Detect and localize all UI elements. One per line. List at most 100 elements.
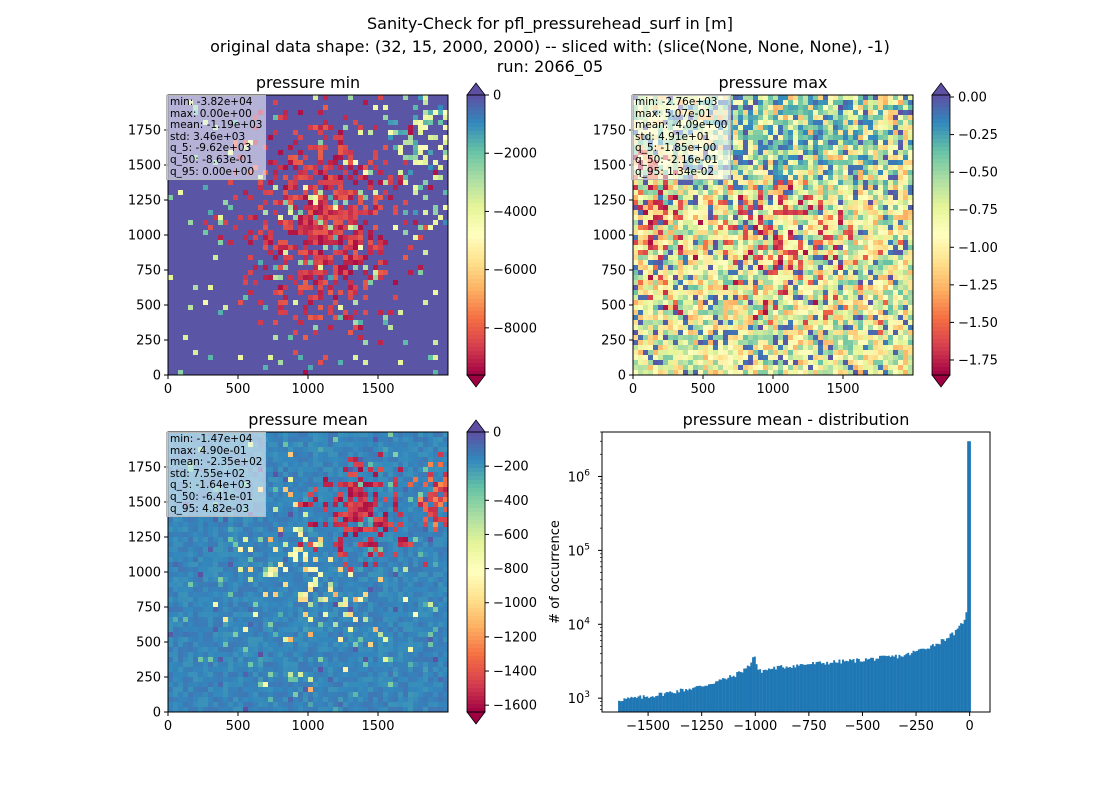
heatmap-cell <box>383 285 389 291</box>
heatmap-cell <box>753 110 759 116</box>
heatmap-cell <box>828 100 834 106</box>
heatmap-cell <box>333 305 339 311</box>
heatmap-cell <box>203 320 209 326</box>
heatmap-cell <box>403 240 409 246</box>
heatmap-cell <box>793 220 799 226</box>
heatmap-cell <box>258 185 264 191</box>
heatmap-cell <box>373 170 379 176</box>
heatmap-cell <box>863 165 869 171</box>
heatmap-cell <box>193 255 199 261</box>
heatmap-cell <box>853 105 859 111</box>
heatmap-cell <box>633 180 639 186</box>
heatmap-cell <box>353 355 359 361</box>
heatmap-cell <box>738 165 744 171</box>
heatmap-cell <box>203 345 209 351</box>
heatmap-cell <box>353 240 359 246</box>
heatmap-cell <box>443 340 449 346</box>
heatmap-cell <box>233 290 239 296</box>
heatmap-cell <box>748 235 754 241</box>
heatmap-cell <box>438 240 444 246</box>
heatmap-cell <box>808 220 814 226</box>
colorbar-tick-label: −6000 <box>493 263 537 278</box>
heatmap-cell <box>678 250 684 256</box>
heatmap-cell <box>358 140 364 146</box>
heatmap-cell <box>383 200 389 206</box>
heatmap-cell <box>758 235 764 241</box>
heatmap-cell <box>313 135 319 141</box>
heatmap-cell <box>358 290 364 296</box>
heatmap-cell <box>633 205 639 211</box>
heatmap-cell <box>643 250 649 256</box>
heatmap-cell <box>393 270 399 276</box>
heatmap-cell <box>303 275 309 281</box>
heatmap-cell <box>798 160 804 166</box>
heatmap-cell <box>343 115 349 121</box>
heatmap-cell <box>168 270 174 276</box>
heatmap-cell <box>308 300 314 306</box>
heatmap-cell <box>733 100 739 106</box>
heatmap-cell <box>303 155 309 161</box>
heatmap-cell <box>818 125 824 131</box>
heatmap-cell <box>893 105 899 111</box>
heatmap-cell <box>438 310 444 316</box>
heatmap-cell <box>388 345 394 351</box>
heatmap-cell <box>753 125 759 131</box>
heatmap-cell <box>438 220 444 226</box>
heatmap-cell <box>833 175 839 181</box>
heatmap-cell <box>673 220 679 226</box>
heatmap-cell <box>308 365 314 371</box>
heatmap-cell <box>733 125 739 131</box>
heatmap-cell <box>763 225 769 231</box>
heatmap-cell <box>778 200 784 206</box>
colorbar-segment <box>467 187 485 192</box>
heatmap-cell <box>328 335 334 341</box>
heatmap-cell <box>438 190 444 196</box>
heatmap-cell <box>843 235 849 241</box>
heatmap-cell <box>303 335 309 341</box>
heatmap-cell <box>758 100 764 106</box>
heatmap-cell <box>358 350 364 356</box>
heatmap-cell <box>198 360 204 366</box>
heatmap-cell <box>268 325 274 331</box>
heatmap-cell <box>418 370 424 376</box>
heatmap-cell <box>213 210 219 216</box>
heatmap-cell <box>178 230 184 236</box>
heatmap-cell <box>218 350 224 356</box>
heatmap-cell <box>738 215 744 221</box>
heatmap-cell <box>908 235 914 241</box>
heatmap-cell <box>383 130 389 136</box>
heatmap-cell <box>413 100 419 106</box>
heatmap-cell <box>303 315 309 321</box>
heatmap-cell <box>848 165 854 171</box>
heatmap-cell <box>313 245 319 251</box>
heatmap-cell <box>788 135 794 141</box>
heatmap-cell <box>268 180 274 186</box>
heatmap-cell <box>783 120 789 126</box>
heatmap-cell <box>758 130 764 136</box>
heatmap-cell <box>728 185 734 191</box>
heatmap-cell <box>238 240 244 246</box>
heatmap-cell <box>328 340 334 346</box>
heatmap-cell <box>188 195 194 201</box>
heatmap-cell <box>333 145 339 151</box>
heatmap-cell <box>898 145 904 151</box>
heatmap-cell <box>383 310 389 316</box>
heatmap-cell <box>903 130 909 136</box>
heatmap-cell <box>838 215 844 221</box>
heatmap-cell <box>903 235 909 241</box>
heatmap-cell <box>323 285 329 291</box>
heatmap-cell <box>748 220 754 226</box>
heatmap-cell <box>743 125 749 131</box>
heatmap-cell <box>343 370 349 376</box>
heatmap-cell <box>178 345 184 351</box>
heatmap-cell <box>433 110 439 116</box>
heatmap-cell <box>198 320 204 326</box>
heatmap-cell <box>428 280 434 286</box>
heatmap-cell <box>858 225 864 231</box>
heatmap-cell <box>438 330 444 336</box>
heatmap-cell <box>303 330 309 336</box>
heatmap-cell <box>298 145 304 151</box>
heatmap-cell <box>793 240 799 246</box>
heatmap-cell <box>733 210 739 216</box>
heatmap-cell <box>848 140 854 146</box>
